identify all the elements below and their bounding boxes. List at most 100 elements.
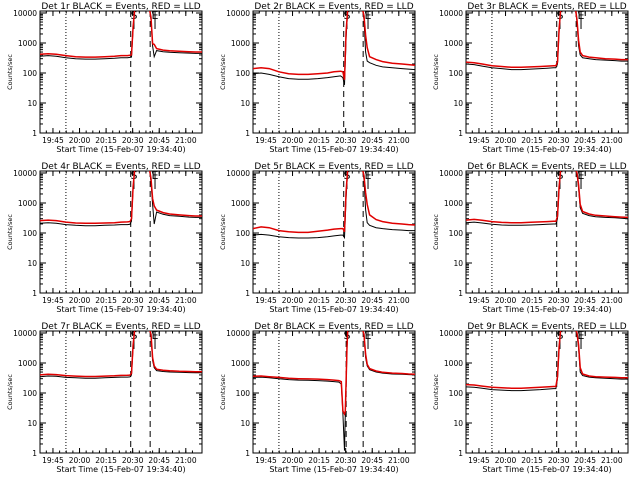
y-tick-label: 10 — [27, 419, 37, 428]
x-tick-label: 20:15 — [95, 456, 117, 465]
x-tick-label: 19:45 — [255, 136, 277, 145]
x-tick-label: 20:00 — [69, 136, 91, 145]
x-tick-label: 20:00 — [495, 136, 517, 145]
chart-panel-7: Det 7r BLACK = Events, RED = LLD 1 10 100 10… — [6, 322, 203, 474]
x-tick-label: 20:15 — [95, 296, 117, 305]
y-axis-label: Counts/sec — [219, 374, 227, 410]
y-axis-label: Counts/sec — [219, 54, 227, 90]
chart-title: Det 1r BLACK = Events, RED = LLD — [41, 2, 200, 12]
plot-frame — [39, 10, 203, 134]
y-tick-label: 10 — [453, 99, 463, 108]
chart-title: Det 5r BLACK = Events, RED = LLD — [254, 162, 413, 172]
series-line-lld — [253, 171, 415, 234]
x-axis-label: Start Time (15-Feb-07 19:34:40) — [269, 305, 398, 314]
series-line-events — [253, 11, 415, 86]
event-marker-e: E — [152, 329, 159, 342]
y-tick-label: 10000 — [13, 9, 37, 18]
x-tick-label: 20:45 — [574, 456, 596, 465]
x-tick-label: 20:15 — [308, 456, 330, 465]
y-tick-label: 10000 — [439, 9, 463, 18]
x-tick-label: 20:15 — [521, 136, 543, 145]
x-axis-label: Start Time (15-Feb-07 19:34:40) — [482, 465, 611, 474]
y-axis-label: Counts/sec — [432, 214, 440, 250]
x-tick-label: 19:45 — [468, 136, 490, 145]
x-tick-label: 21:00 — [388, 456, 410, 465]
plot-frame — [252, 170, 416, 294]
y-tick-label: 1 — [32, 289, 37, 298]
x-tick-label: 20:00 — [282, 456, 304, 465]
x-axis-label: Start Time (15-Feb-07 19:34:40) — [482, 305, 611, 314]
plot-frame — [465, 330, 629, 454]
chart-title: Det 8r BLACK = Events, RED = LLD — [254, 322, 413, 332]
y-tick-label: 1 — [458, 289, 463, 298]
y-tick-label: 1 — [245, 289, 250, 298]
series-line-lld — [466, 331, 628, 389]
chart-title: Det 3r BLACK = Events, RED = LLD — [467, 2, 626, 12]
y-tick-label: 1000 — [231, 199, 250, 208]
x-axis-label: Start Time (15-Feb-07 19:34:40) — [56, 465, 185, 474]
event-marker-e: E — [365, 329, 372, 342]
series-line-events — [40, 331, 202, 379]
chart-panel-1: Det 1r BLACK = Events, RED = LLD 1 10 100 10… — [6, 2, 203, 154]
series-line-lld — [466, 11, 628, 69]
y-tick-label: 1 — [458, 449, 463, 458]
y-tick-label: 1000 — [18, 39, 37, 48]
y-axis-label: Counts/sec — [6, 374, 14, 410]
series-line-events — [466, 11, 628, 71]
event-marker-e: E — [578, 329, 585, 342]
series-line-lld — [253, 331, 415, 416]
series-line-lld — [40, 11, 202, 58]
x-tick-label: 20:30 — [335, 136, 357, 145]
series-line-lld — [253, 11, 415, 80]
plot-frame — [252, 10, 416, 134]
y-tick-label: 1 — [32, 129, 37, 138]
x-tick-label: 20:00 — [282, 296, 304, 305]
plot-frame — [39, 170, 203, 294]
plot-frame — [465, 10, 629, 134]
event-marker-e: E — [365, 169, 372, 182]
y-tick-label: 100 — [236, 69, 251, 78]
x-tick-label: 21:00 — [601, 296, 623, 305]
y-tick-label: 100 — [23, 389, 38, 398]
y-axis-label: Counts/sec — [6, 214, 14, 250]
event-marker-e: E — [578, 169, 585, 182]
y-axis-label: Counts/sec — [219, 214, 227, 250]
chart-panel-6: Det 6r BLACK = Events, RED = LLD 1 10 100 10… — [432, 162, 629, 314]
series-line-events — [40, 171, 202, 227]
x-tick-label: 20:30 — [122, 456, 144, 465]
x-tick-label: 19:45 — [42, 136, 64, 145]
y-tick-label: 10 — [453, 419, 463, 428]
series-line-events — [466, 331, 628, 392]
series-line-lld — [40, 331, 202, 378]
x-axis-label: Start Time (15-Feb-07 19:34:40) — [56, 145, 185, 154]
x-tick-label: 19:45 — [468, 456, 490, 465]
y-tick-label: 1000 — [231, 39, 250, 48]
x-tick-label: 21:00 — [601, 136, 623, 145]
chart-panel-2: Det 2r BLACK = Events, RED = LLD 1 10 100 10… — [219, 2, 416, 154]
x-axis-label: Start Time (15-Feb-07 19:34:40) — [269, 145, 398, 154]
x-tick-label: 20:15 — [95, 136, 117, 145]
y-tick-label: 100 — [449, 229, 464, 238]
x-tick-label: 20:30 — [335, 456, 357, 465]
x-tick-label: 19:45 — [255, 456, 277, 465]
x-tick-label: 20:45 — [361, 456, 383, 465]
y-tick-label: 1000 — [444, 359, 463, 368]
x-tick-label: 20:00 — [69, 456, 91, 465]
y-tick-label: 1000 — [18, 359, 37, 368]
chart-title: Det 2r BLACK = Events, RED = LLD — [254, 2, 413, 12]
plot-frame — [465, 170, 629, 294]
plot-frame — [252, 330, 416, 454]
y-tick-label: 1 — [245, 449, 250, 458]
x-tick-label: 21:00 — [175, 456, 197, 465]
x-tick-label: 21:00 — [175, 296, 197, 305]
x-tick-label: 20:45 — [361, 296, 383, 305]
x-tick-label: 20:30 — [122, 136, 144, 145]
chart-panel-3: Det 3r BLACK = Events, RED = LLD 1 10 100 10… — [432, 2, 629, 154]
x-tick-label: 21:00 — [601, 456, 623, 465]
x-tick-label: 20:30 — [548, 296, 570, 305]
y-tick-label: 1000 — [18, 199, 37, 208]
x-axis-label: Start Time (15-Feb-07 19:34:40) — [269, 465, 398, 474]
x-tick-label: 20:45 — [148, 296, 170, 305]
y-tick-label: 1000 — [231, 359, 250, 368]
